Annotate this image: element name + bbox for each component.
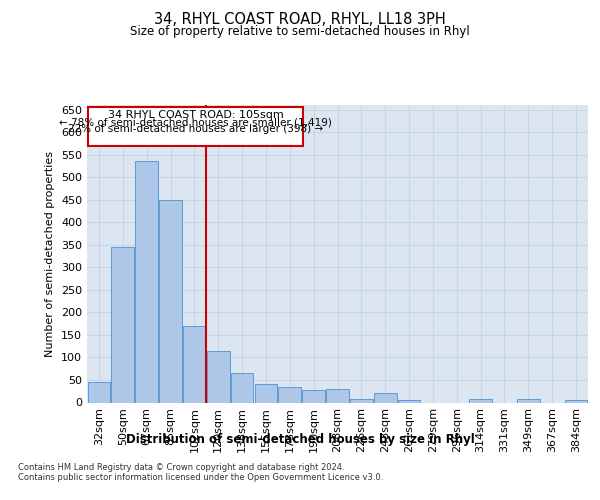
- Bar: [88, 382, 110, 402]
- Text: 34, RHYL COAST ROAD, RHYL, LL18 3PH: 34, RHYL COAST ROAD, RHYL, LL18 3PH: [154, 12, 446, 28]
- FancyBboxPatch shape: [88, 108, 303, 146]
- Bar: [326, 389, 349, 402]
- Bar: [469, 399, 492, 402]
- Bar: [159, 200, 182, 402]
- Bar: [254, 384, 277, 402]
- Text: Size of property relative to semi-detached houses in Rhyl: Size of property relative to semi-detach…: [130, 25, 470, 38]
- Text: Contains HM Land Registry data © Crown copyright and database right 2024.
Contai: Contains HM Land Registry data © Crown c…: [18, 462, 383, 482]
- Bar: [374, 392, 397, 402]
- Bar: [565, 400, 587, 402]
- Bar: [207, 350, 230, 403]
- Text: Distribution of semi-detached houses by size in Rhyl: Distribution of semi-detached houses by …: [125, 432, 475, 446]
- Text: 22% of semi-detached houses are larger (398) →: 22% of semi-detached houses are larger (…: [68, 124, 323, 134]
- Bar: [136, 162, 158, 402]
- Text: 34 RHYL COAST ROAD: 105sqm: 34 RHYL COAST ROAD: 105sqm: [107, 110, 283, 120]
- Bar: [302, 390, 325, 402]
- Bar: [398, 400, 421, 402]
- Bar: [231, 373, 253, 402]
- Bar: [350, 399, 373, 402]
- Bar: [517, 400, 539, 402]
- Bar: [278, 386, 301, 402]
- Text: ← 78% of semi-detached houses are smaller (1,419): ← 78% of semi-detached houses are smalle…: [59, 117, 332, 127]
- Bar: [183, 326, 206, 402]
- Y-axis label: Number of semi-detached properties: Number of semi-detached properties: [46, 151, 55, 357]
- Bar: [112, 247, 134, 402]
